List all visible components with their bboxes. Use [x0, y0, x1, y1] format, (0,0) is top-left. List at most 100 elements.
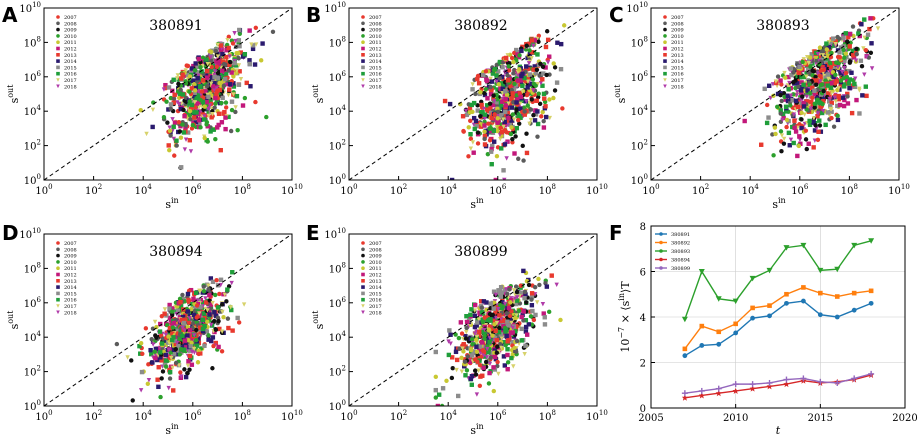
- scatter-point: [503, 109, 508, 115]
- scatter-point: [835, 117, 841, 123]
- scatter-point: [210, 112, 215, 117]
- scatter-points: [742, 16, 881, 159]
- y-tick-label: 2: [640, 359, 646, 370]
- scatter-point: [485, 96, 490, 101]
- scatter-point: [482, 142, 488, 147]
- x-axis-label: sin: [470, 196, 483, 211]
- scatter-point: [177, 129, 183, 134]
- y-tick-label: 102: [24, 365, 41, 379]
- legend-label: 2011: [671, 40, 684, 46]
- scatter-point: [468, 132, 473, 137]
- scatter-point: [485, 314, 490, 320]
- scatter-point: [818, 129, 824, 134]
- scatter-point: [463, 334, 468, 339]
- scatter-point: [778, 78, 783, 83]
- scatter-point: [167, 302, 172, 308]
- scatter-point: [501, 339, 507, 345]
- scatter-point: [502, 177, 507, 180]
- scatter-point: [853, 76, 858, 81]
- legend-label: 2017: [369, 304, 382, 310]
- scatter-point: [250, 43, 256, 48]
- scatter-point: [171, 388, 176, 393]
- scatter-point: [179, 76, 184, 81]
- legend-label: 2009: [671, 28, 684, 34]
- legend: 2007200820092010201120122013201420152016…: [361, 15, 382, 90]
- scatter-point: [187, 333, 193, 338]
- scatter-point: [490, 102, 496, 108]
- scatter-point: [180, 325, 185, 331]
- legend-marker: [361, 266, 365, 271]
- scatter-point: [470, 87, 475, 92]
- scatter-point: [540, 64, 546, 70]
- scatter-point: [160, 369, 166, 374]
- scatter-point: [471, 100, 477, 106]
- legend-label: 2013: [369, 53, 382, 59]
- tick-base: 10: [85, 186, 98, 197]
- scatter-point: [215, 88, 220, 94]
- scatter-point: [460, 346, 465, 351]
- legend-label: 2014: [64, 59, 77, 65]
- x-tick-label: 1010: [586, 183, 608, 197]
- tick-base: 10: [24, 333, 37, 344]
- scatter-point: [487, 101, 493, 106]
- scatter-point: [486, 381, 492, 386]
- scatter-point: [534, 98, 539, 104]
- scatter-point: [542, 315, 547, 320]
- scatter-point: [499, 129, 505, 135]
- x-tick-label: 100: [35, 183, 52, 197]
- scatter-point: [161, 87, 167, 92]
- y-tick-label: 104: [631, 104, 649, 118]
- series-point: [698, 269, 705, 275]
- scatter-point: [489, 89, 494, 94]
- scatter-point: [485, 128, 491, 133]
- scatter-point: [821, 96, 827, 101]
- tick-exp: 0: [353, 409, 357, 417]
- scatter-point: [200, 99, 206, 105]
- scatter-point: [195, 70, 200, 75]
- scatter-point: [541, 71, 546, 76]
- scatter-point: [200, 317, 205, 323]
- diagonal-line: [650, 7, 900, 181]
- scatter-point: [204, 99, 209, 105]
- scatter-point: [189, 66, 195, 71]
- panel-d: 100 102 104 106 108 1010100102104106108101038…: [2, 221, 303, 436]
- scatter-point: [180, 314, 186, 320]
- scatter-point: [178, 106, 183, 112]
- scatter-point: [187, 316, 192, 321]
- scatter-point: [513, 134, 518, 139]
- scatter-point: [462, 359, 468, 364]
- scatter-point: [515, 49, 520, 55]
- scatter-point: [496, 307, 501, 312]
- scatter-point: [529, 55, 534, 61]
- panel-e: 100 102 104 106 108 1010100102104106108101038…: [306, 221, 608, 436]
- scatter-point: [499, 336, 504, 341]
- scatter-point: [247, 61, 252, 67]
- scatter-point: [230, 328, 235, 333]
- scatter-point: [185, 333, 190, 338]
- scatter-point: [468, 118, 473, 124]
- legend-label: 2014: [671, 59, 684, 65]
- y-tick-label: 104: [24, 104, 42, 118]
- x-tick-label: 102: [692, 183, 709, 197]
- legend-label: 2013: [369, 279, 382, 285]
- scatter-point: [217, 80, 222, 86]
- scatter-point: [478, 374, 483, 379]
- legend-marker: [361, 304, 365, 308]
- scatter-point: [433, 387, 438, 393]
- scatter-point: [513, 284, 519, 289]
- scatter-point: [217, 291, 222, 297]
- scatter-point: [811, 92, 816, 97]
- scatter-point: [514, 100, 519, 105]
- tick-exp: 6: [197, 409, 202, 417]
- y-tick-label: 104: [24, 330, 42, 344]
- scatter-point: [225, 287, 230, 292]
- scatter-point: [530, 77, 536, 82]
- scatter-point: [800, 59, 805, 65]
- scatter-point: [440, 386, 446, 391]
- scatter-point: [447, 328, 452, 333]
- scatter-point: [195, 95, 201, 100]
- scatter-point: [509, 55, 515, 61]
- scatter-point: [524, 131, 529, 136]
- scatter-point: [846, 81, 852, 86]
- series-380892: [682, 285, 874, 352]
